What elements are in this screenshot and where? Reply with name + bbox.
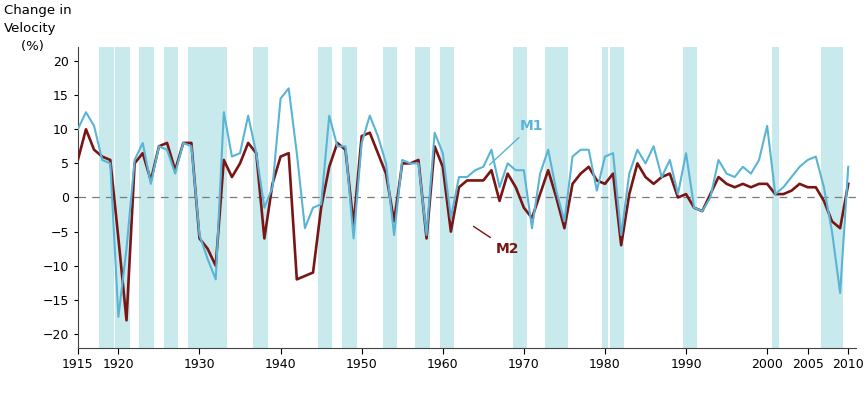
Bar	[682, 47, 697, 348]
Bar	[318, 47, 332, 348]
Bar	[772, 47, 778, 348]
Bar	[253, 47, 267, 348]
Text: M1: M1	[490, 119, 543, 165]
Bar	[415, 47, 430, 348]
Bar	[99, 47, 113, 348]
Bar	[139, 47, 154, 348]
Bar	[513, 47, 527, 348]
Text: Change in
Velocity
    (%): Change in Velocity (%)	[4, 4, 72, 53]
Bar	[163, 47, 178, 348]
Bar	[545, 47, 567, 348]
Bar	[439, 47, 454, 348]
Bar	[343, 47, 357, 348]
Text: M2: M2	[473, 226, 519, 256]
Bar	[602, 47, 608, 348]
Bar	[189, 47, 227, 348]
Bar	[383, 47, 397, 348]
Bar	[821, 47, 843, 348]
Bar	[115, 47, 130, 348]
Bar	[610, 47, 625, 348]
